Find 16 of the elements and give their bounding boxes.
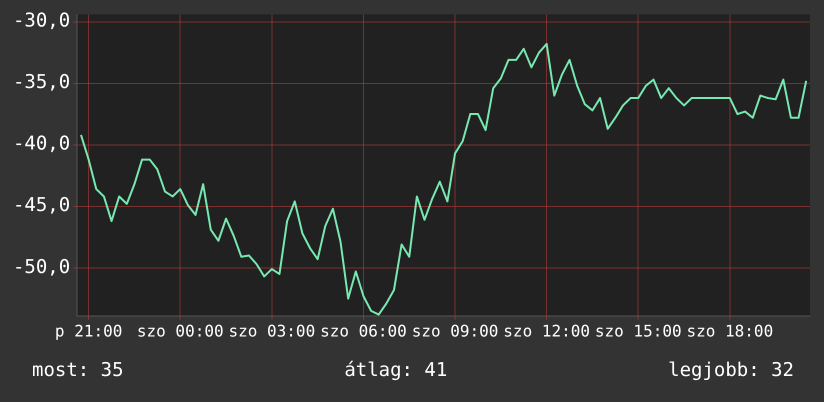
x-tick-label: szo 15:00: [594, 322, 682, 341]
x-tick-label: szo 12:00: [503, 322, 590, 341]
text: legjobb: 32: [668, 359, 794, 381]
text: átlag: 41: [344, 359, 448, 381]
x-tick-label: szo 09:00: [412, 322, 498, 341]
y-tick-label: -35,0: [12, 71, 70, 94]
y-tick-label: -30,0: [12, 10, 70, 32]
x-tick-label: szo 00:00: [136, 322, 224, 341]
x-tick-label: szo 03:00: [228, 322, 316, 341]
x-tick-label: szo 18:00: [686, 322, 774, 341]
y-tick-label: -40,0: [12, 132, 70, 155]
x-tick-label: szo 06:00: [320, 322, 407, 341]
text: most: 35: [32, 359, 124, 381]
y-tick-label: -45,0: [12, 194, 70, 216]
y-tick-label: -50,0: [12, 256, 70, 278]
x-tick-label: p 21:00: [54, 322, 122, 341]
